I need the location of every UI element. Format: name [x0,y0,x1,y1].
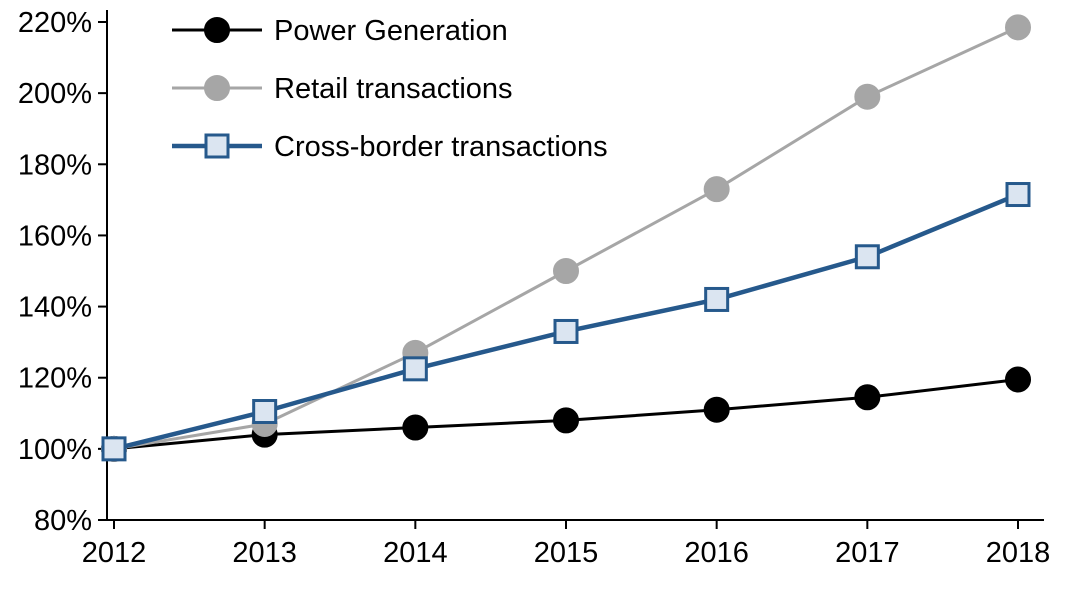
x-tick-label: 2018 [986,537,1051,569]
marker-square [252,399,278,425]
legend-label: Cross-border transactions [274,131,608,163]
x-tick-label: 2014 [383,537,448,569]
marker-square [402,356,428,382]
legend-item-cross-border-transactions: Cross-border transactions [172,131,608,163]
y-tick-label: 180% [18,149,92,181]
marker-circle [402,414,429,441]
x-tick-label: 2017 [835,537,900,569]
marker-circle [703,396,730,423]
marker-circle [204,17,230,43]
y-tick-label: 220% [18,7,92,39]
y-tick-label: 140% [18,292,92,324]
marker-circle [854,83,881,110]
marker-circle [1005,14,1031,41]
legend-label: Retail transactions [274,73,513,105]
x-tick-label: 2013 [232,537,297,569]
axes: 80% 100% 120% 140% 160% 180% 200% 220% 2012 2013 2… [18,7,1050,569]
marker-circle [1005,366,1031,393]
legend-item-power-generation: Power Generation [172,15,508,47]
marker-circle [703,176,730,203]
marker-circle [553,407,579,434]
legend-item-retail-transactions: Retail transactions [172,73,513,105]
legend-label: Power Generation [274,15,508,47]
marker-circle [854,384,881,411]
marker-circle [204,75,230,101]
y-tick-label: 120% [18,363,92,395]
marker-square [854,244,880,270]
series-power-generation [101,366,1031,462]
x-tick-label: 2012 [82,537,147,569]
y-tick-label: 160% [18,220,92,252]
legend: Power Generation Retail transactions Cross… [172,15,608,163]
y-tick-label: 100% [18,434,92,466]
marker-square [704,286,730,312]
y-tick-label: 200% [18,78,92,110]
series-line [113,25,1019,451]
marker-square [1005,182,1031,208]
series-cross-border-transactions [101,182,1031,462]
x-tick-label: 2015 [534,537,599,569]
y-tick-label: 80% [34,505,92,537]
marker-square [553,318,579,344]
marker-square [204,133,230,159]
marker-square [101,436,127,462]
marker-circle [553,258,579,284]
x-tick-label: 2016 [684,537,749,569]
